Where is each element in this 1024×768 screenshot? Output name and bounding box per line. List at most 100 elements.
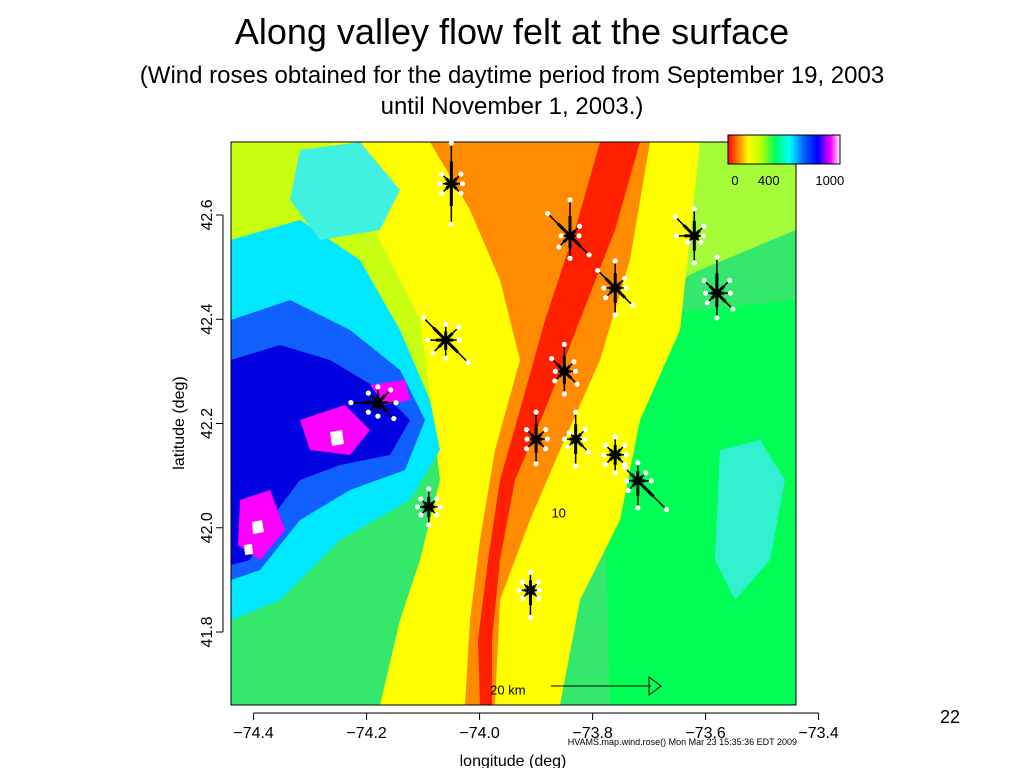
annotation-10: 10: [551, 505, 565, 520]
wind-rose-tip-dot: [576, 233, 582, 239]
wind-rose: [523, 409, 550, 467]
wind-rose-tip-dot: [348, 400, 354, 406]
wind-rose-tip-dot: [465, 359, 471, 365]
colorbar-tick-label: 0: [731, 173, 738, 188]
wind-rose-tip-dot: [622, 461, 628, 467]
wind-rose: [348, 384, 399, 422]
wind-rose: [561, 409, 591, 469]
wind-rose-tip-dot: [701, 223, 707, 229]
colorbar-tick-label: 1000: [815, 173, 844, 188]
wind-rose-tip-dot: [573, 368, 579, 374]
wind-rose-tip-dot: [714, 254, 720, 260]
wind-rose-tip-dot: [673, 233, 679, 239]
wind-rose-tip-dot: [582, 436, 588, 442]
wind-rose-tip-dot: [535, 579, 542, 585]
wind-rose-tip-dot: [574, 381, 580, 387]
wind-rose-tip-dot: [585, 449, 591, 455]
wind-rose-tip-dot: [549, 356, 555, 362]
wind-rose-tip-dot: [622, 442, 628, 448]
wind-rose-tip-dot: [727, 277, 733, 284]
slide-subtitle: (Wind roses obtained for the daytime per…: [40, 60, 984, 122]
wind-rose-petal-core: [432, 326, 447, 342]
y-axis: 41.8 42.0 42.2 42.4 42.6: [199, 199, 224, 648]
wind-rose-tip-dot: [418, 512, 424, 518]
wind-rose-tip-dot: [691, 206, 697, 212]
scale-bar-arrowhead: [648, 676, 662, 696]
terrain-valley-orange: [430, 142, 650, 705]
wind-rose-petal-core: [682, 224, 696, 237]
wind-rose-petal-core: [423, 501, 430, 508]
wind-rose-tip-dot: [456, 337, 462, 343]
wind-rose-tip-dot: [434, 512, 440, 518]
wind-rose-tip-dot: [582, 426, 588, 433]
wind-rose: [420, 315, 471, 365]
wind-rose-tip-dot: [535, 595, 542, 601]
wind-rose-tip-dot: [571, 359, 577, 365]
scale-bar-label: 20 km: [490, 683, 525, 698]
wind-rose-tip-dot: [714, 315, 720, 321]
wind-rose-tip-dot: [448, 140, 454, 146]
wind-rose-tip-dot: [612, 470, 618, 476]
wind-rose-tip-dot: [455, 324, 462, 330]
wind-rose-petal-core: [608, 448, 617, 456]
wind-rose-tip-dot: [558, 233, 564, 239]
wind-rose-tip-dot: [375, 413, 381, 419]
wind-rose-tip-dot: [567, 197, 573, 203]
terrain-summits-white: [244, 430, 344, 555]
wind-rose-tip-dot: [565, 444, 571, 450]
wind-rose-tip-dot: [601, 285, 607, 291]
wind-rose-tip-dot: [393, 400, 399, 406]
wind-rose-tip-dot: [420, 315, 427, 321]
terrain-peaks-magenta: [238, 380, 410, 560]
x-axis: −74.4 −74.2 −74.0 −73.8 −73.6 −73.4: [233, 712, 839, 742]
wind-rose-tip-dot: [612, 312, 618, 318]
wind-rose: [601, 434, 630, 476]
y-tick-label: 42.6: [199, 199, 216, 230]
credit-text: HVAMS.map.wind.rose() Mon Mar 23 15:35:3…: [568, 737, 797, 747]
wind-rose-tip-dot: [556, 244, 562, 250]
wind-rose-tip-dot: [434, 496, 440, 502]
wind-rose-tip-dot: [519, 579, 526, 585]
wind-rose-tip-dot: [561, 436, 568, 442]
wind-rose-petal-core: [614, 286, 626, 299]
terrain-valley-floor-red: [478, 142, 640, 705]
wind-rose: [414, 486, 443, 528]
wind-rose-tip-dot: [603, 461, 609, 467]
wind-rose-tip-dot: [701, 277, 707, 284]
wind-rose-tip-dot: [685, 239, 691, 245]
wind-rose-tip-dot: [603, 442, 609, 448]
wind-rose-tip-dot: [703, 290, 709, 296]
terrain-green-patch: [600, 300, 796, 705]
wind-rose-tip-dot: [601, 452, 607, 458]
wind-rose-tip-dot: [635, 460, 641, 466]
subtitle-line-2: until November 1, 2003.): [380, 93, 644, 120]
wind-rose-tip-dot: [426, 486, 432, 492]
wind-rose-tip-dot: [698, 239, 704, 245]
wind-rose-petal-core: [529, 432, 538, 441]
wind-rose-tip-dot: [527, 569, 534, 575]
wind-rose-tip-dot: [519, 595, 526, 601]
wind-rose: [595, 258, 636, 318]
wind-rose-tip-dot: [458, 190, 464, 196]
colorbar-swatch: [727, 134, 841, 165]
wind-rose-tip-dot: [523, 446, 530, 452]
wind-rose-tip-dot: [622, 275, 628, 282]
wind-rose-tip-dot: [437, 181, 443, 187]
wind-rose-tip-dot: [426, 522, 432, 528]
wind-rose-tip-dot: [437, 504, 443, 510]
wind-rose-petal-core: [604, 277, 617, 290]
wind-rose-tip-dot: [586, 252, 592, 258]
wind-rose-tip-dot: [425, 337, 431, 343]
x-tick-label: −74.4: [233, 725, 274, 742]
wind-rose-tip-dot: [418, 496, 424, 502]
wind-rose-tip-dot: [524, 436, 530, 442]
wind-rose-tip-dot: [545, 210, 551, 217]
wind-rose-tip-dot: [516, 587, 522, 593]
wind-rose: [549, 341, 580, 397]
wind-rose-petal-core: [556, 363, 566, 373]
wind-rose-tip-dot: [625, 487, 631, 493]
colorbar: 0 400 1000: [727, 134, 844, 188]
terrain-cyan-patch-east: [715, 440, 785, 600]
wind-rose-tip-dot: [630, 302, 636, 309]
